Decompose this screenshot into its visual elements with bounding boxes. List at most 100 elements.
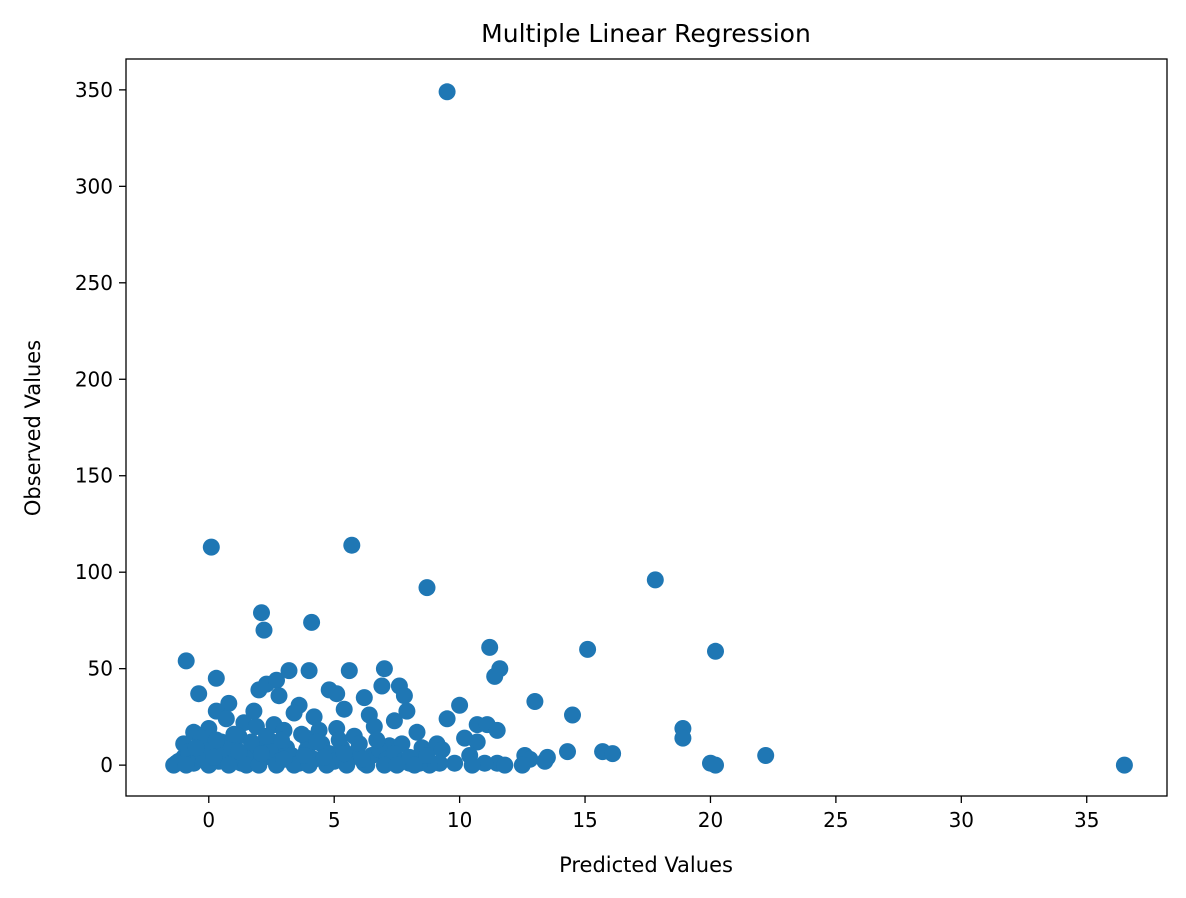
data-point-92 [707,756,724,774]
data-point-22 [270,687,288,705]
data-point-54 [408,723,426,741]
chart-title: Multiple Linear Regression [481,19,811,48]
data-point-23 [190,685,208,703]
data-point-132 [418,747,436,764]
data-point-36 [285,704,303,722]
x-axis-ticks: 0 5 10 15 20 25 30 35 [202,796,1099,832]
data-point-162 [275,750,293,768]
data-point-29 [373,677,391,695]
x-tick-label-20: 20 [698,808,723,832]
data-point-159 [205,748,223,766]
y-axis-ticks: 0 50 100 150 200 250 300 350 [75,78,126,777]
data-point-160 [230,743,248,761]
data-point-15 [340,662,358,680]
data-point-40 [398,702,416,720]
data-point-147 [293,725,311,743]
x-tick-label-25: 25 [823,808,848,832]
data-point-151 [330,731,348,749]
data-point-4 [646,571,664,589]
data-point-24 [220,694,238,712]
data-point-41 [438,710,456,728]
data-point-16 [375,660,393,678]
data-point-33 [526,693,544,710]
y-tick-label-150: 150 [75,464,113,488]
data-point-14 [300,662,318,680]
data-point-141 [242,733,260,751]
data-point-73 [674,729,692,747]
data-point-139 [225,725,243,743]
data-point-81 [536,752,554,770]
data-point-28 [355,689,373,707]
data-point-76 [604,745,622,763]
data-point-161 [253,745,270,763]
y-tick-label-200: 200 [75,367,113,391]
data-point-135 [187,739,205,757]
data-point-153 [350,735,368,753]
x-tick-label-15: 15 [572,808,597,832]
data-point-53 [385,712,403,730]
data-point-5 [253,604,270,622]
data-point-12 [207,669,225,687]
data-point-82 [513,756,531,774]
data-point-85 [496,756,514,774]
data-point-84 [476,754,494,772]
data-point-87 [446,754,464,772]
data-point-42 [564,706,581,724]
x-tick-label-10: 10 [447,808,472,832]
data-point-0 [438,83,456,101]
data-point-134 [177,756,195,774]
data-point-6 [255,621,273,639]
data-point-93 [757,747,775,764]
x-axis-label: Predicted Values [559,853,733,877]
data-point-74 [559,743,576,761]
y-tick-label-350: 350 [75,78,113,102]
y-tick-label-0: 0 [100,753,113,777]
data-point-143 [258,727,275,745]
data-point-45 [217,710,235,728]
y-tick-label-50: 50 [88,657,113,681]
data-point-57 [488,721,506,739]
data-point-94 [1115,756,1133,774]
data-point-145 [273,731,290,749]
data-point-35 [245,702,263,720]
data-point-149 [308,733,326,751]
data-point-86 [463,756,481,774]
data-point-13 [280,662,298,680]
data-point-137 [207,731,225,749]
data-point-9 [579,640,597,658]
data-point-2 [343,536,361,554]
data-point-27 [328,685,346,703]
data-point-157 [388,756,406,774]
data-point-18 [486,667,504,685]
data-point-11 [177,652,195,670]
plot-frame [125,58,1168,797]
data-point-70 [433,741,451,759]
data-point-38 [335,700,353,718]
data-point-163 [295,747,313,764]
data-point-156 [375,756,393,774]
x-tick-label-0: 0 [202,808,215,832]
data-point-1 [202,538,220,556]
data-point-165 [335,745,353,763]
y-tick-label-250: 250 [75,271,113,295]
data-point-72 [468,733,486,751]
y-tick-label-300: 300 [75,174,113,198]
data-points [165,83,1133,774]
data-point-155 [368,731,386,749]
data-point-32 [451,696,469,714]
x-tick-label-30: 30 [949,808,974,832]
data-point-7 [303,613,321,631]
data-point-166 [353,750,371,768]
data-point-52 [365,718,383,735]
data-point-10 [707,642,724,660]
x-tick-label-5: 5 [328,808,341,832]
data-point-158 [406,756,423,774]
y-tick-label-100: 100 [75,560,113,584]
data-point-21 [268,671,285,689]
data-point-8 [481,638,499,656]
data-point-31 [395,687,413,705]
data-point-3 [418,579,436,597]
x-tick-label-35: 35 [1074,808,1099,832]
y-axis-label: Observed Values [21,340,45,516]
